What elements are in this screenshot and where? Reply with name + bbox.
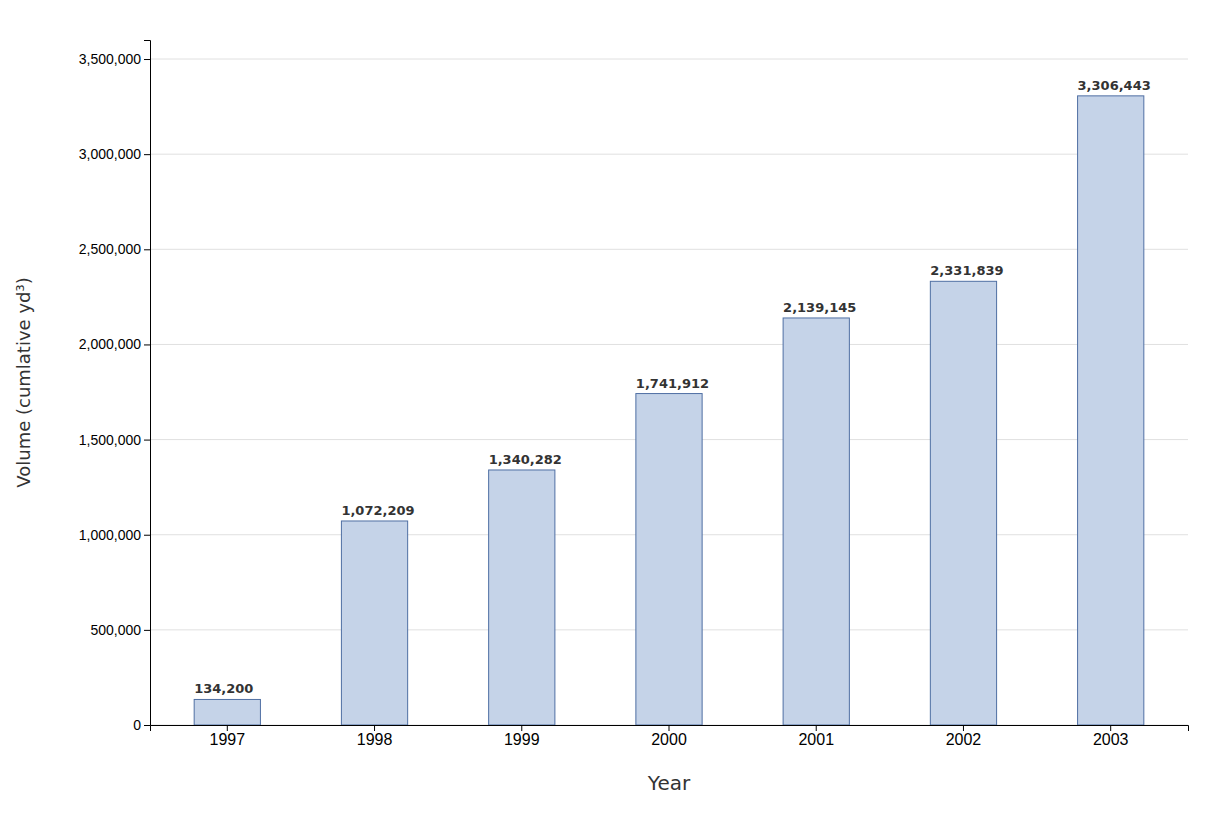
bar: [930, 281, 996, 725]
y-tick: 3,000,000: [79, 146, 150, 162]
grid-line: [150, 249, 1188, 250]
x-tick-label: 1997: [210, 731, 246, 748]
y-axis-line: [144, 41, 151, 726]
data-label: 2,331,839: [930, 263, 1003, 278]
y-tick-label: 1,000,000: [79, 527, 141, 543]
x-tick: 2001: [798, 725, 834, 748]
x-tick-mark: [1110, 725, 1111, 731]
y-tick-mark: [144, 249, 150, 250]
x-tick: 1999: [504, 725, 540, 748]
x-tick-mark: [669, 725, 670, 731]
x-tick-label: 1998: [357, 731, 393, 748]
x-axis-line: [151, 726, 1189, 732]
x-tick-label: 2001: [798, 731, 834, 748]
data-label: 1,741,912: [636, 376, 709, 391]
grid-line: [150, 154, 1188, 155]
y-tick-label: 3,000,000: [79, 146, 141, 162]
y-tick-label: 0: [133, 717, 141, 733]
x-tick: 2000: [651, 725, 687, 748]
y-tick-mark: [144, 59, 150, 60]
y-tick-label: 3,500,000: [79, 51, 141, 67]
y-tick: 2,500,000: [79, 241, 150, 257]
x-tick: 1998: [357, 725, 393, 748]
chart: 1997 1998 1999 2000 2001 2002 2003 0 500,000 1,00…: [0, 0, 1228, 815]
grid-line: [150, 344, 1188, 345]
bar: [1078, 96, 1144, 725]
x-axis-title: Year: [647, 771, 691, 795]
y-tick-label: 500,000: [90, 622, 141, 638]
y-tick: 1,000,000: [79, 527, 150, 543]
y-tick-mark: [144, 344, 150, 345]
y-tick: 2,000,000: [79, 336, 150, 352]
y-tick-label: 1,500,000: [79, 432, 141, 448]
x-tick-mark: [227, 725, 228, 731]
y-tick-mark: [144, 154, 150, 155]
plot: 1997 1998 1999 2000 2001 2002 2003 0 500,000 1,00…: [79, 41, 1189, 749]
y-tick: 3,500,000: [79, 51, 150, 67]
data-label: 1,072,209: [341, 503, 414, 518]
bar: [489, 470, 555, 725]
y-tick-mark: [144, 440, 150, 441]
x-tick: 2003: [1093, 725, 1129, 748]
y-tick: 500,000: [90, 622, 150, 638]
bar: [341, 521, 407, 725]
y-tick-label: 2,500,000: [79, 241, 141, 257]
data-label: 3,306,443: [1078, 78, 1151, 93]
data-labels: 134,200 1,072,209 1,340,282 1,741,912 2,139,…: [194, 78, 1151, 697]
bars: [194, 96, 1144, 725]
x-tick: 2002: [946, 725, 982, 748]
data-label: 134,200: [194, 681, 253, 696]
y-tick-label: 2,000,000: [79, 336, 141, 352]
y-tick-mark: [144, 535, 150, 536]
y-axis: 0 500,000 1,000,000 1,500,000 2,000,000 2,500…: [79, 41, 151, 733]
x-tick-mark: [521, 725, 522, 731]
data-label: 1,340,282: [489, 452, 562, 467]
x-tick-label: 1999: [504, 731, 540, 748]
x-tick-mark: [963, 725, 964, 731]
bar: [783, 318, 849, 725]
x-tick-mark: [374, 725, 375, 731]
y-tick: 1,500,000: [79, 432, 150, 448]
y-tick-mark: [144, 630, 150, 631]
grid-line: [150, 59, 1188, 60]
x-tick-label: 2003: [1093, 731, 1129, 748]
x-tick-mark: [816, 725, 817, 731]
y-axis-title: Volume (cumlative yd³): [13, 277, 34, 487]
x-axis: 1997 1998 1999 2000 2001 2002 2003: [151, 725, 1189, 748]
x-tick-label: 2002: [946, 731, 982, 748]
x-tick: 1997: [210, 725, 246, 748]
y-tick: 0: [133, 717, 150, 733]
grid: [150, 59, 1188, 725]
data-label: 2,139,145: [783, 300, 856, 315]
y-tick-mark: [144, 725, 150, 726]
x-tick-label: 2000: [651, 731, 687, 748]
bar: [194, 699, 260, 725]
bar: [636, 394, 702, 725]
